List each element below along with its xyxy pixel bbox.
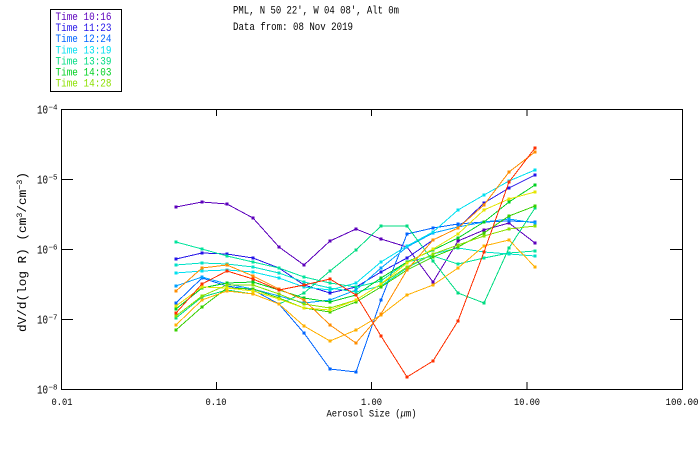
svg-text:10: 10 bbox=[37, 104, 48, 118]
svg-text:10: 10 bbox=[37, 244, 48, 258]
svg-text:Time 10:16: Time 10:16 bbox=[56, 12, 112, 24]
svg-text:10: 10 bbox=[37, 384, 48, 398]
svg-text:Aerosol Size (μm): Aerosol Size (μm) bbox=[327, 409, 417, 421]
svg-text:1.00: 1.00 bbox=[361, 397, 382, 409]
svg-text:−6: −6 bbox=[49, 245, 58, 253]
svg-text:Time 11:23: Time 11:23 bbox=[56, 23, 112, 35]
svg-text:Time 12:24: Time 12:24 bbox=[56, 34, 112, 46]
svg-text:0.10: 0.10 bbox=[206, 397, 227, 409]
svg-text:0.01: 0.01 bbox=[52, 397, 73, 409]
svg-text:10: 10 bbox=[37, 174, 48, 188]
svg-text:10: 10 bbox=[37, 314, 48, 328]
svg-text:Time 14:28: Time 14:28 bbox=[56, 79, 112, 91]
svg-text:Time 14:03: Time 14:03 bbox=[56, 68, 112, 80]
svg-text:PML, N 50 22', W 04 08', Alt 0: PML, N 50 22', W 04 08', Alt 0m bbox=[233, 6, 399, 18]
svg-text:−7: −7 bbox=[49, 315, 58, 323]
svg-text:100.00: 100.00 bbox=[666, 397, 699, 409]
svg-text:−8: −8 bbox=[49, 385, 58, 393]
svg-text:dV/d(log R) (cm3/cm−3): dV/d(log R) (cm3/cm−3) bbox=[16, 172, 30, 332]
svg-text:−4: −4 bbox=[49, 105, 58, 113]
svg-text:10.00: 10.00 bbox=[514, 397, 540, 409]
svg-text:Time 13:39: Time 13:39 bbox=[56, 56, 112, 68]
svg-text:Time 13:19: Time 13:19 bbox=[56, 45, 112, 57]
svg-text:Data from: 08 Nov 2019: Data from: 08 Nov 2019 bbox=[233, 22, 353, 34]
svg-text:−5: −5 bbox=[49, 175, 58, 183]
